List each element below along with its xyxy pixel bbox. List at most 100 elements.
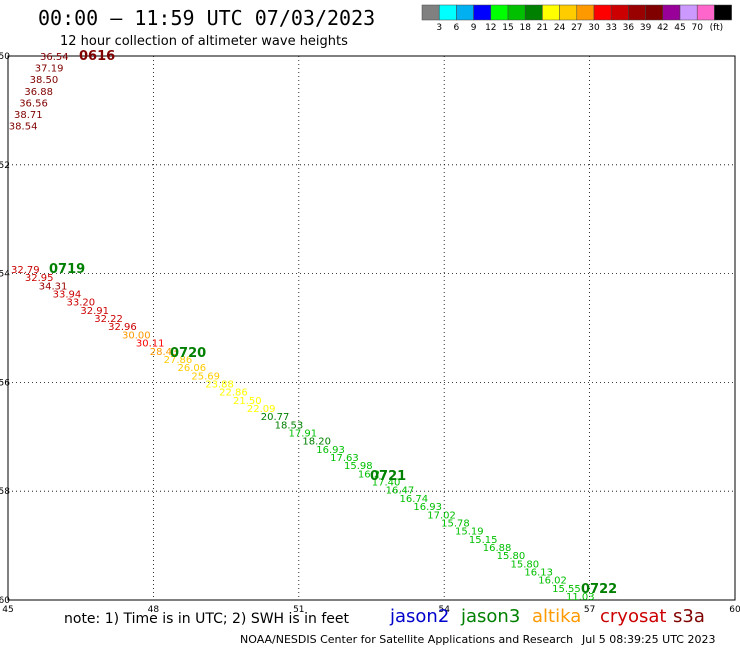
wave-height-value: 25.69 [191,371,220,382]
color-scale-label: 12 [485,23,496,33]
footer-note: note: 1) Time is in UTC; 2) SWH is in fe… [64,611,350,627]
color-swatch [679,4,698,21]
wave-height-value: 17.91 [289,429,318,440]
page-title: 00:00 – 11:59 UTC 07/03/2023 [38,6,376,30]
color-scale-label: 6 [454,23,460,33]
wave-height-value: 15.98 [344,461,373,472]
wave-height-value: 15.55 [552,584,581,595]
pass-time-label: 0721 [370,469,406,484]
color-scale-label: 33 [605,23,616,33]
wave-height-value: 38.54 [9,122,38,133]
wave-height-value: 15.15 [469,535,498,546]
pass-time-label: 0719 [49,262,85,277]
color-swatch [645,4,664,21]
wave-height-value: 38.50 [30,75,59,86]
color-swatch [490,4,509,21]
wave-height-value: 33.20 [67,298,96,309]
color-swatch [576,4,595,21]
wave-height-value: 36.88 [24,87,53,98]
wave-height-value: 34.31 [39,281,68,292]
color-scale-label: 9 [471,23,477,33]
color-swatch [610,4,629,21]
wave-height-value: 16.13 [524,567,553,578]
wave-height-value: 15.19 [455,527,484,538]
wave-height-value: 22.86 [219,388,248,399]
map-grid: 45 48 51 54 57 60 -50 -52 -54 -56 -58 -60 [0,52,740,615]
color-scale-label: 70 [691,23,703,33]
y-tick-label: -50 [0,52,10,62]
color-scale-label: 30 [588,23,600,33]
color-scale-legend: 3 6 9 12 15 18 21 24 27 30 33 36 39 42 45 70 (ft) [421,4,732,33]
color-swatch [628,4,646,21]
color-swatch [662,4,681,21]
color-scale-label: 39 [640,23,652,33]
color-swatch [559,4,578,21]
pass-time-label: 0720 [170,346,206,361]
wave-height-value: 21.50 [233,396,262,407]
wave-height-value: 18.53 [275,420,304,431]
color-swatch [593,4,612,21]
color-scale-label: 27 [571,23,582,33]
wave-height-value: 16.74 [400,494,429,505]
wave-height-value: 32.22 [94,314,123,325]
wave-height-value: 38.71 [14,110,43,121]
color-swatch [473,4,492,21]
wave-height-value: 33.94 [53,290,82,301]
wave-height-value: 15.80 [497,551,526,562]
x-tick-label: 60 [729,605,740,615]
wave-height-value: 28.43 [150,347,179,358]
wave-height-value: 16.02 [538,576,567,587]
wave-height-value: 18.20 [302,437,331,448]
color-scale-label: 18 [519,23,531,33]
color-swatch [507,4,526,21]
color-scale-label: 45 [674,23,685,33]
wave-height-value: 15.80 [511,559,540,570]
wave-height-value: 37.19 [35,64,64,75]
wave-height-value: 32.95 [25,273,54,284]
wave-height-value: 20.77 [261,412,290,423]
pass-time-label: 0616 [79,49,115,64]
wave-height-value: 27.86 [164,355,193,366]
y-tick-label: -54 [0,270,10,280]
satellite-s3a-label: s3a [673,606,705,627]
color-swatch [421,4,440,21]
wave-height-value: 26.06 [178,363,207,374]
color-scale-label: 21 [537,23,548,33]
wave-height-value: 23.88 [205,379,234,390]
color-scale-label: 42 [657,23,668,33]
y-tick-label: -52 [0,161,10,171]
y-tick-label: -60 [0,596,10,606]
color-swatch [456,4,474,21]
color-scale-label: 36 [623,23,635,33]
pass-time-label: 0722 [581,582,617,597]
wave-height-value: 15.78 [441,518,470,529]
color-scale-label: 24 [554,23,566,33]
x-tick-label: 51 [293,605,304,615]
satellite-cryosat-label: cryosat [600,606,667,627]
x-tick-label: 54 [438,605,450,615]
credit-text: NOAA/NESDIS Center for Satellite Applica… [240,633,574,646]
color-swatch [696,4,715,21]
wave-height-value: 16.47 [386,486,415,497]
wave-height-value: 36.54 [40,52,69,63]
page-subtitle: 12 hour collection of altimeter wave hei… [60,34,348,49]
y-tick-label: -58 [0,487,10,497]
wave-height-value: 16.93 [316,445,345,456]
color-swatch [438,4,457,21]
y-tick-label: -56 [0,378,10,388]
color-swatch [714,4,732,21]
color-swatch [524,4,543,21]
wave-height-value: 32.79 [11,265,40,276]
wave-height-value: 32.91 [80,306,109,317]
color-scale-label: 3 [436,23,442,33]
x-tick-label: 48 [148,605,160,615]
wave-height-value: 30.11 [136,339,165,350]
wave-height-value: 30.00 [122,330,151,341]
wave-height-value: 17.02 [427,510,456,521]
wave-height-value: 16.27 [358,469,387,480]
satellite-jason3-label: jason3 [461,606,521,627]
wave-height-value: 22.09 [247,404,276,415]
x-tick-label: 57 [584,605,595,615]
wave-height-value: 36.56 [19,98,48,109]
